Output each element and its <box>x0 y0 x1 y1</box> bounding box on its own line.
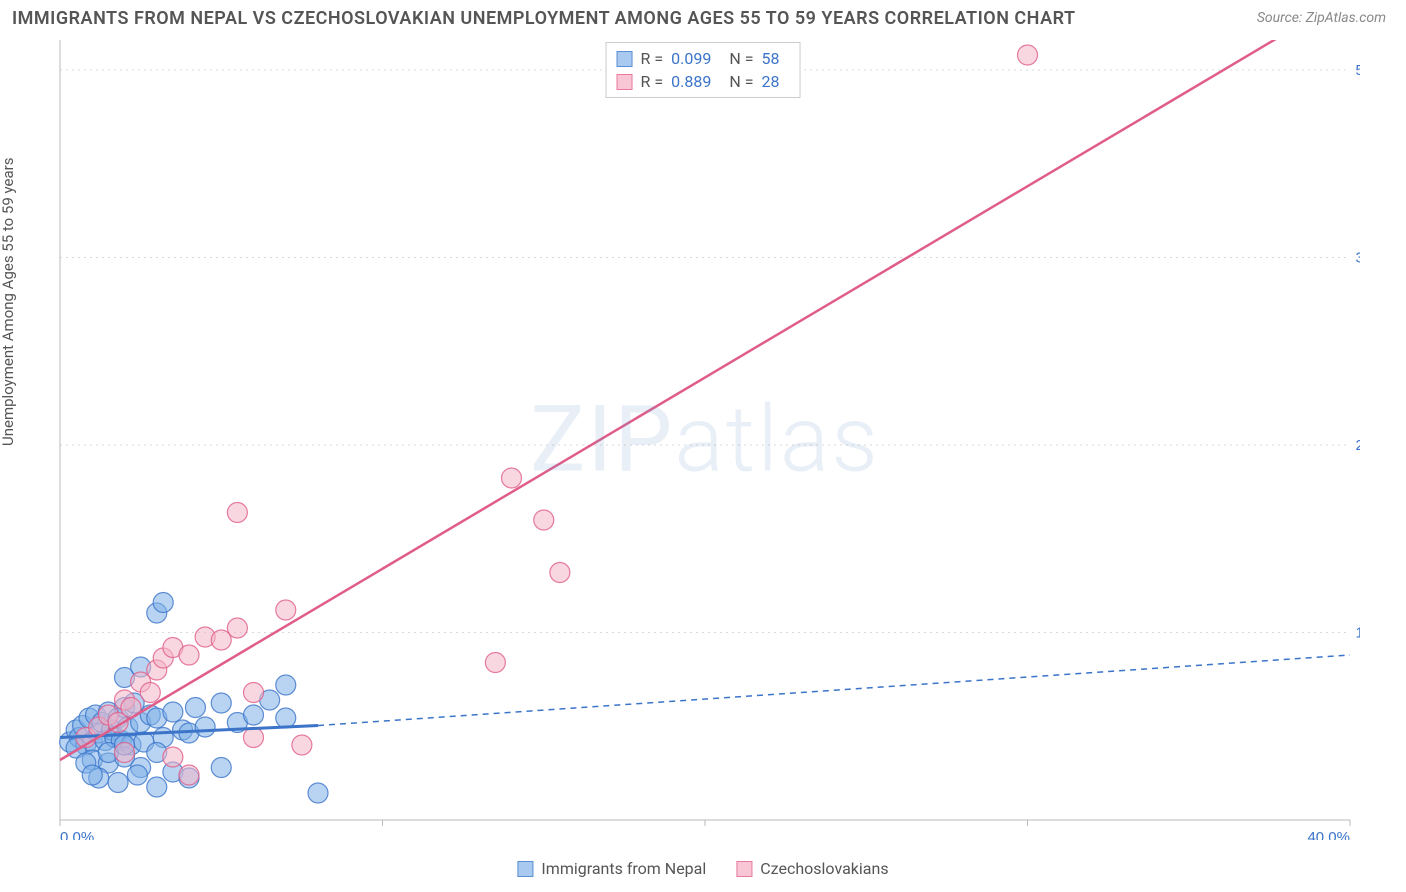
n-value: 28 <box>761 72 779 91</box>
series-legend-item-1: Czechoslovakians <box>736 859 888 878</box>
chart-title: IMMIGRANTS FROM NEPAL VS CZECHOSLOVAKIAN… <box>12 8 1076 29</box>
series-legend-item-0: Immigrants from Nepal <box>517 859 706 878</box>
correlation-legend-row-0: R = 0.099 N = 58 <box>617 47 790 70</box>
svg-text:50.0%: 50.0% <box>1355 62 1360 79</box>
source-attribution: Source: ZipAtlas.com <box>1257 10 1386 26</box>
r-label: R = <box>641 49 664 68</box>
legend-swatch-blue <box>517 861 533 877</box>
n-value: 58 <box>761 49 779 68</box>
r-label: R = <box>641 72 664 91</box>
correlation-legend-row-1: R = 0.889 N = 28 <box>617 70 790 93</box>
series-label: Immigrants from Nepal <box>541 859 706 878</box>
series-label: Czechoslovakians <box>760 859 888 878</box>
n-label: N = <box>729 72 753 91</box>
y-axis-label: Unemployment Among Ages 55 to 59 years <box>0 158 17 446</box>
svg-text:0.0%: 0.0% <box>60 829 94 840</box>
series-legend: Immigrants from Nepal Czechoslovakians <box>517 859 888 878</box>
svg-text:40.0%: 40.0% <box>1307 829 1350 840</box>
chart-area: 12.5%25.0%37.5%50.0%0.0%40.0% ZIPatlas <box>50 40 1360 840</box>
r-value: 0.099 <box>671 49 711 68</box>
svg-text:37.5%: 37.5% <box>1355 250 1360 267</box>
legend-swatch-pink <box>617 74 633 90</box>
svg-text:12.5%: 12.5% <box>1355 625 1360 642</box>
n-label: N = <box>729 49 753 68</box>
correlation-legend: R = 0.099 N = 58 R = 0.889 N = 28 <box>606 42 801 98</box>
svg-text:25.0%: 25.0% <box>1355 437 1360 454</box>
legend-swatch-pink <box>736 861 752 877</box>
scatter-chart-svg: 12.5% 25.0% 37.5% 50.0% 0.0% 40.0% <box>50 40 1360 840</box>
r-value: 0.889 <box>671 72 711 91</box>
legend-swatch-blue <box>617 51 633 67</box>
